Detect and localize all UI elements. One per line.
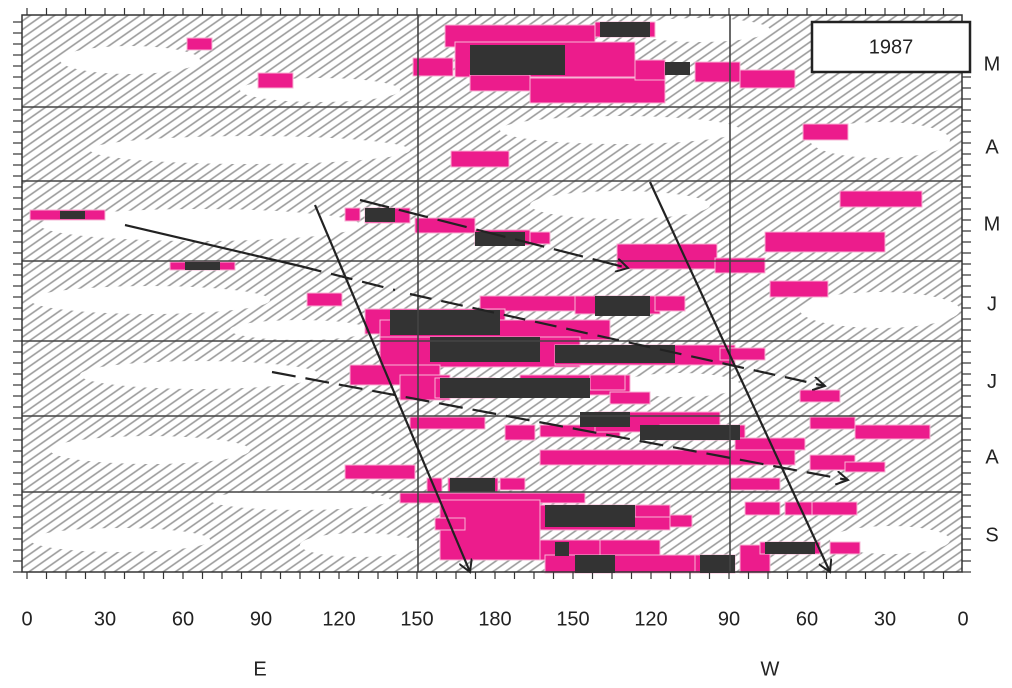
pink-episode <box>694 61 741 83</box>
month-label: J <box>987 371 997 393</box>
dark-episode <box>185 262 220 270</box>
dark-episode <box>440 378 590 398</box>
pink-episode <box>769 280 829 298</box>
pink-episode <box>809 416 856 430</box>
dark-episode <box>545 505 635 527</box>
month-label: M <box>984 53 1001 75</box>
pink-episode <box>811 501 858 516</box>
dark-episode <box>60 211 85 219</box>
x-tick-label: 150 <box>556 608 589 630</box>
pink-episode <box>539 449 796 466</box>
dark-episode <box>665 62 690 75</box>
pink-episode <box>799 389 841 403</box>
pink-episode <box>257 72 294 89</box>
pink-episode <box>729 477 781 491</box>
pink-episode <box>654 295 686 312</box>
pink-episode <box>829 541 861 555</box>
hemisphere-label: E <box>253 658 266 680</box>
pink-episode <box>469 74 531 92</box>
x-tick-label: 30 <box>874 608 896 630</box>
pink-episode <box>499 477 526 491</box>
x-tick-label: 90 <box>250 608 272 630</box>
x-tick-label: 0 <box>21 608 32 630</box>
dark-episode <box>595 296 650 316</box>
pink-episode <box>344 464 416 480</box>
pink-episode <box>504 424 536 441</box>
x-tick-label: 90 <box>718 608 740 630</box>
pink-episode <box>634 59 666 81</box>
month-label: J <box>987 293 997 315</box>
dark-episode <box>575 555 615 573</box>
pink-episode <box>669 514 693 528</box>
month-label: A <box>985 446 999 468</box>
pink-episode <box>744 501 781 516</box>
x-tick-label: 120 <box>634 608 667 630</box>
pink-episode <box>529 231 551 245</box>
pink-episode <box>186 37 213 51</box>
x-tick-label: 180 <box>478 608 511 630</box>
x-tick-label: 30 <box>94 608 116 630</box>
pink-episode <box>344 207 361 222</box>
pink-episode <box>854 424 931 440</box>
dark-episode <box>450 478 495 492</box>
dark-episode <box>580 412 630 427</box>
dark-episode <box>365 208 395 222</box>
pink-episode <box>409 416 486 430</box>
month-label: M <box>984 213 1001 235</box>
month-label: A <box>985 136 999 158</box>
pink-episode <box>839 190 923 208</box>
dark-episode <box>765 542 815 554</box>
pink-episode <box>802 123 849 141</box>
dark-episode <box>390 310 500 335</box>
x-tick-label: 0 <box>957 608 968 630</box>
dark-episode <box>475 232 525 246</box>
pink-episode <box>616 243 718 270</box>
month-label: S <box>985 524 998 546</box>
hemisphere-label: W <box>761 658 780 680</box>
ticks <box>13 8 971 579</box>
pink-episode <box>844 461 886 473</box>
pink-episode <box>634 504 671 518</box>
pink-episode <box>529 77 666 104</box>
dark-episode <box>555 542 569 556</box>
x-tick-label: 60 <box>796 608 818 630</box>
dark-episode <box>600 22 650 37</box>
x-tick-label: 150 <box>400 608 433 630</box>
pink-episode <box>450 150 510 168</box>
pink-episode <box>414 217 476 234</box>
year-label: 1987 <box>869 36 914 58</box>
dark-episode <box>555 345 675 363</box>
plot-frame <box>21 14 963 573</box>
x-tick-label: 120 <box>322 608 355 630</box>
x-tick-label: 60 <box>172 608 194 630</box>
pink-episode <box>589 374 626 391</box>
pink-episode <box>544 554 696 574</box>
dark-episode <box>470 45 565 75</box>
pink-episode <box>306 292 343 307</box>
pink-episode <box>764 231 886 253</box>
pink-episode <box>739 69 796 89</box>
dark-episode <box>640 425 740 440</box>
pink-episode <box>609 391 651 405</box>
grid <box>22 15 962 572</box>
pink-episode <box>412 57 454 77</box>
year-box <box>810 20 972 74</box>
arrows <box>124 181 848 572</box>
dark-episode <box>700 555 735 573</box>
